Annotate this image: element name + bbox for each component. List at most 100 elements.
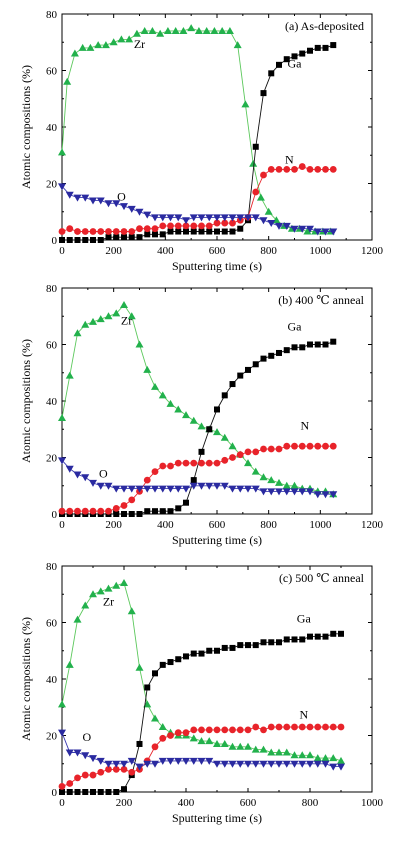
data-point-Ga [322,341,329,348]
data-point-O [81,474,90,482]
data-point-O [251,760,260,768]
data-point-Ga [307,633,313,640]
data-point-Ga [74,237,81,243]
x-tick-label: 0 [59,797,65,809]
data-point-N [291,723,298,731]
data-point-O [174,757,183,765]
data-point-O [329,228,338,236]
data-point-N [81,771,89,779]
data-point-Ga [74,789,81,795]
data-point-Zr [179,26,188,34]
data-point-O [89,197,97,205]
series-annotation-Zr: Zr [134,37,145,51]
data-point-O [112,760,121,768]
data-point-Zr [205,737,214,745]
data-point-O [313,760,322,768]
data-point-N [190,222,198,230]
series-Ga [59,42,337,243]
x-tick-label: 400 [157,519,174,531]
data-point-N [221,726,229,734]
data-point-O [73,471,82,479]
data-point-Ga [190,477,197,484]
data-point-Ga [245,642,251,649]
data-point-O [321,760,330,768]
series-annotation-O: O [99,466,108,480]
x-axis-label: Sputtering time (s) [172,811,262,825]
data-point-O [166,757,175,765]
data-point-Zr [158,391,167,399]
data-point-N [89,507,97,515]
data-point-O [228,760,237,768]
data-point-O [96,482,105,490]
data-point-Ga [121,786,127,793]
data-point-Zr [251,745,260,753]
data-point-Zr [241,100,250,108]
data-point-O [89,479,97,487]
data-point-Ga [128,511,135,517]
data-point-Zr [89,317,97,325]
x-tick-label: 1000 [361,797,384,809]
data-point-Zr [63,77,72,85]
data-point-Ga [283,347,290,354]
data-point-Zr [166,399,175,407]
data-point-N [198,726,205,734]
data-point-N [97,768,105,776]
data-point-Zr [96,315,105,323]
data-point-Zr [151,714,159,722]
data-point-N [66,780,74,787]
data-point-Ga [299,50,306,57]
data-point-N [112,504,120,512]
data-point-O [65,749,74,757]
data-point-N [314,723,322,731]
data-point-Zr [275,478,283,486]
data-point-N [260,726,267,734]
data-point-O [120,485,128,493]
data-point-N [298,723,306,731]
data-point-Zr [313,754,322,762]
data-point-O [158,485,167,493]
data-point-Ga [128,234,135,241]
data-point-Zr [267,476,276,484]
series-O [58,457,338,499]
data-point-N [306,442,314,450]
data-point-O [313,228,322,236]
data-point-Zr [94,41,103,49]
data-point-Ga [175,228,182,235]
series-N [58,723,345,790]
data-point-O [267,760,276,768]
y-tick-label: 80 [46,283,58,295]
data-point-O [112,485,121,493]
data-point-Ga [90,237,96,243]
data-point-O [282,488,291,496]
data-point-Zr [213,739,221,747]
data-point-Ga [136,511,143,517]
data-point-N [229,454,236,461]
series-annotation-Ga: Ga [297,612,312,626]
data-point-Ga [214,228,220,235]
data-point-Ga [237,372,244,379]
data-point-Zr [213,428,221,436]
data-point-N [291,165,298,173]
data-point-Ga [121,511,127,517]
series-Zr [58,300,338,498]
data-point-Zr [182,411,190,419]
data-point-O [151,760,159,768]
data-point-N [213,726,221,734]
data-point-O [166,485,175,493]
data-point-O [244,760,252,768]
data-point-Zr [290,751,299,759]
data-point-Ga [214,647,220,654]
chart-panel-0: 0 200 400 600 800 1000 1200 0 20 40 60 80 Sputtering… [19,9,384,273]
data-point-Zr [244,742,252,750]
data-point-Zr [151,382,159,390]
data-point-Zr [73,329,82,337]
data-point-N [205,459,213,467]
series-annotation-O: O [82,730,91,744]
data-point-Zr [202,26,211,34]
data-point-Ga [314,341,321,348]
data-point-O [189,482,198,490]
x-tick-label: 0 [59,245,65,257]
data-point-Ga [66,237,73,243]
x-tick-label: 800 [260,519,277,531]
data-point-O [158,214,167,222]
